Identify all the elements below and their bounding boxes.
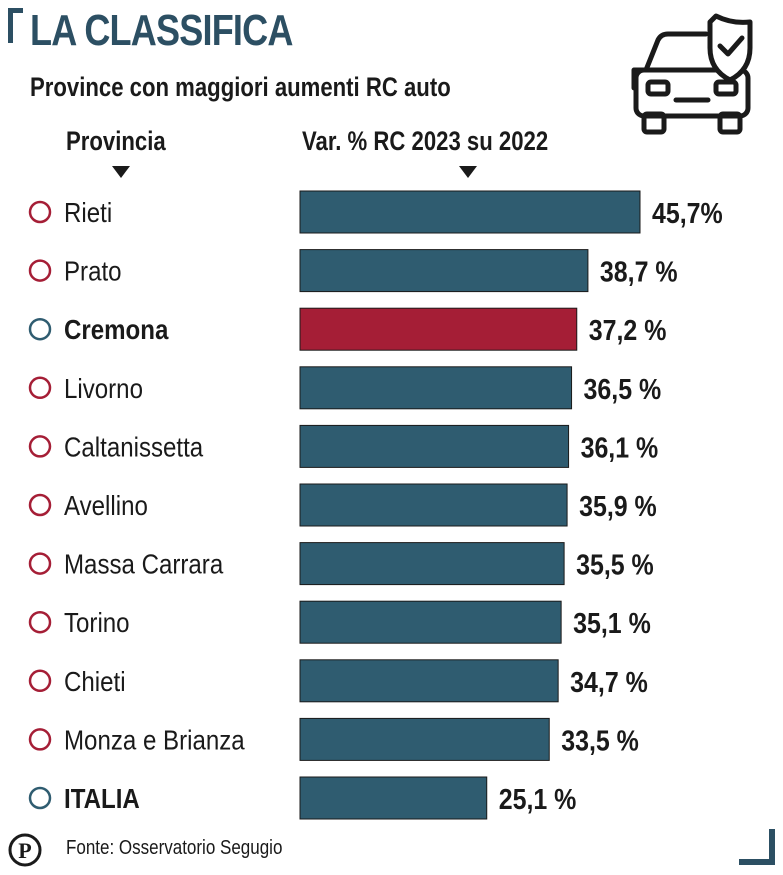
row-marker-circle-icon <box>28 200 52 224</box>
category-label: ITALIA <box>64 782 140 814</box>
p-logo-icon: P <box>8 833 42 867</box>
row-marker-circle-icon <box>28 610 52 634</box>
svg-text:P: P <box>18 838 31 863</box>
category-label: Massa Carrara <box>64 548 224 580</box>
row-marker-circle-icon <box>28 669 52 693</box>
value-label: 35,9 % <box>579 490 657 522</box>
value-label: 38,7 % <box>600 256 678 288</box>
bar <box>299 424 570 468</box>
value-label: 34,7 % <box>570 666 648 698</box>
row-marker-circle-icon <box>28 493 52 517</box>
car-shield-check-icon <box>631 13 753 135</box>
bar <box>299 366 573 410</box>
row-marker-circle-icon <box>28 259 52 282</box>
value-label: 25,1 % <box>499 783 577 815</box>
row-marker-circle-icon <box>28 728 52 751</box>
value-label: 36,5 % <box>584 373 662 405</box>
value-label: 35,5 % <box>576 549 654 581</box>
sort-arrow-value-icon <box>459 166 477 178</box>
category-label: Prato <box>64 255 122 287</box>
source-note: Fonte: Osservatorio Segugio <box>66 837 283 859</box>
corner-bracket-top-left <box>8 8 23 43</box>
bar <box>299 776 488 820</box>
row-marker-circle-icon <box>28 376 52 400</box>
bar <box>299 249 589 293</box>
corner-bracket-bottom-right <box>739 829 775 865</box>
sort-arrow-province-icon <box>112 166 130 178</box>
value-label: 33,5 % <box>561 725 639 757</box>
category-label: Chieti <box>64 665 126 697</box>
category-label: Torino <box>64 606 130 638</box>
row-marker-circle-icon <box>28 317 52 341</box>
category-label: Livorno <box>64 372 143 404</box>
bar <box>299 307 578 351</box>
column-header-value: Var. % RC 2023 su 2022 <box>302 126 549 156</box>
bar <box>299 659 559 703</box>
category-label: Cremona <box>64 313 169 345</box>
category-label: Monza e Brianza <box>64 724 245 756</box>
category-label: Rieti <box>64 196 112 228</box>
bar <box>299 542 565 586</box>
page-title: LA CLASSIFICA <box>30 6 293 55</box>
bar <box>299 717 550 761</box>
value-label: 36,1 % <box>581 432 659 464</box>
row-marker-circle-icon <box>28 786 52 810</box>
bar <box>299 600 562 644</box>
column-header-province: Provincia <box>66 126 166 156</box>
page-subtitle: Province con maggiori aumenti RC auto <box>30 72 451 102</box>
row-marker-circle-icon <box>28 435 52 458</box>
row-marker-circle-icon <box>28 552 52 575</box>
bar <box>299 190 641 234</box>
category-label: Caltanissetta <box>64 431 204 463</box>
value-label: 35,1 % <box>573 607 651 639</box>
category-label: Avellino <box>64 489 148 521</box>
value-label: 45,7% <box>652 197 723 229</box>
bar <box>299 483 568 527</box>
value-label: 37,2 % <box>589 314 667 346</box>
